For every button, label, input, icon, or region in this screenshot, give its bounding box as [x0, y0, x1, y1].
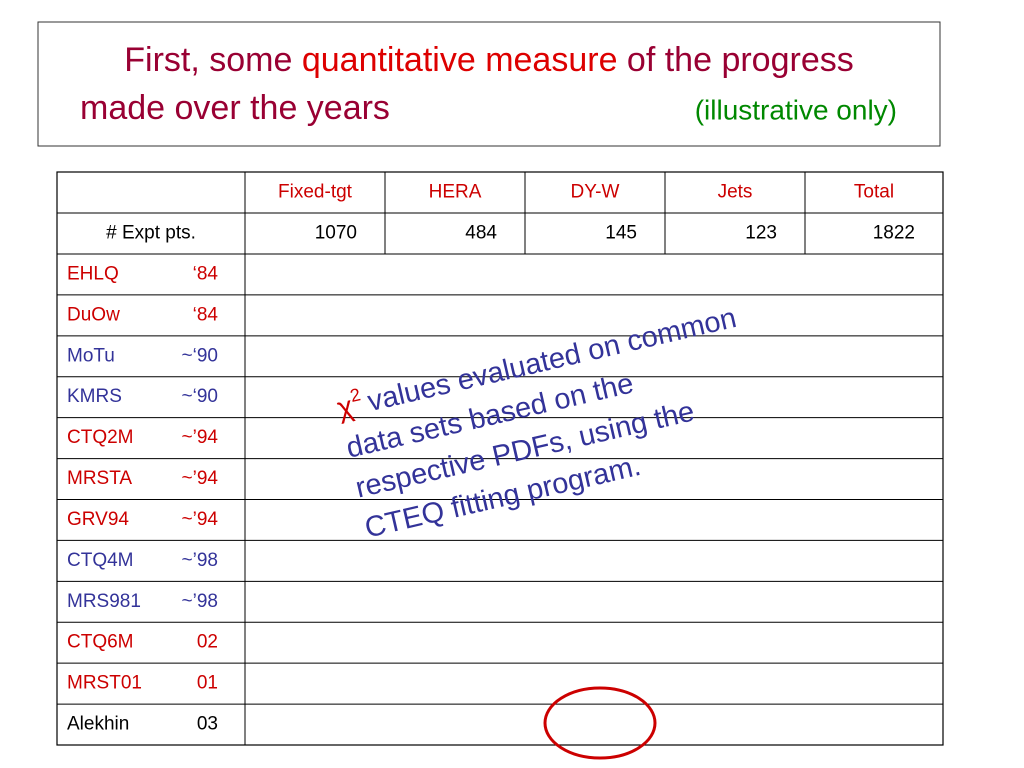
column-header: Total — [854, 182, 894, 203]
cell-value: 123 — [745, 223, 777, 244]
title-line-1: First, some quantitative measure of the … — [124, 41, 853, 79]
pdf-year: ~’94 — [182, 509, 219, 530]
pdf-name: MRST01 — [67, 673, 142, 694]
title-highlight: quantitative measure — [302, 41, 618, 79]
pdf-name: GRV94 — [67, 509, 129, 530]
pdf-year: 01 — [197, 673, 218, 694]
cell-value: 1822 — [873, 223, 915, 244]
column-header: Fixed-tgt — [278, 182, 353, 203]
pdf-year: 02 — [197, 632, 218, 653]
pdf-year: ~’98 — [182, 550, 218, 571]
pdf-year: ‘84 — [193, 263, 219, 284]
cell-value: 484 — [465, 223, 497, 244]
pdf-name: CTQ6M — [67, 632, 134, 653]
column-header: HERA — [429, 182, 482, 203]
title-box — [37, 21, 941, 147]
title-part: of the progress — [617, 41, 853, 79]
pdf-name: Alekhin — [67, 714, 129, 735]
pdf-year: 03 — [197, 714, 218, 735]
cell-value: 145 — [605, 223, 637, 244]
column-header: Jets — [718, 182, 753, 203]
pdf-year: ~’94 — [182, 427, 219, 448]
pdf-name: MRS981 — [67, 591, 141, 612]
pdf-name: MoTu — [67, 345, 115, 366]
superscript: 2 — [348, 384, 362, 406]
highlight-ellipse — [543, 686, 657, 760]
cell-value: 1070 — [315, 223, 357, 244]
pdf-name: EHLQ — [67, 263, 119, 284]
table: Fixed-tgt HERA DY-W Jets Total # Expt pts. 107… — [56, 171, 944, 746]
pdf-name: CTQ2M — [67, 427, 134, 448]
chi-symbol: χ — [334, 390, 356, 425]
pdf-name: DuOw — [67, 304, 120, 325]
row-label: # Expt pts. — [106, 223, 196, 244]
pdf-year: ~’98 — [182, 591, 218, 612]
pdf-name: CTQ4M — [67, 550, 134, 571]
title-note: (illustrative only) — [695, 94, 897, 125]
pdf-year: ~’94 — [182, 468, 219, 489]
pdf-year: ~‘90 — [182, 386, 218, 407]
column-header: DY-W — [571, 182, 620, 203]
annotation: χ2values evaluated on common data sets b… — [334, 302, 739, 545]
pdf-year: ‘84 — [193, 304, 219, 325]
pdf-name: MRSTA — [67, 468, 132, 489]
pdf-year: ~‘90 — [182, 345, 218, 366]
title-line-2: made over the years — [80, 89, 390, 127]
title-part: First, some — [124, 41, 302, 79]
pdf-name: KMRS — [67, 386, 122, 407]
